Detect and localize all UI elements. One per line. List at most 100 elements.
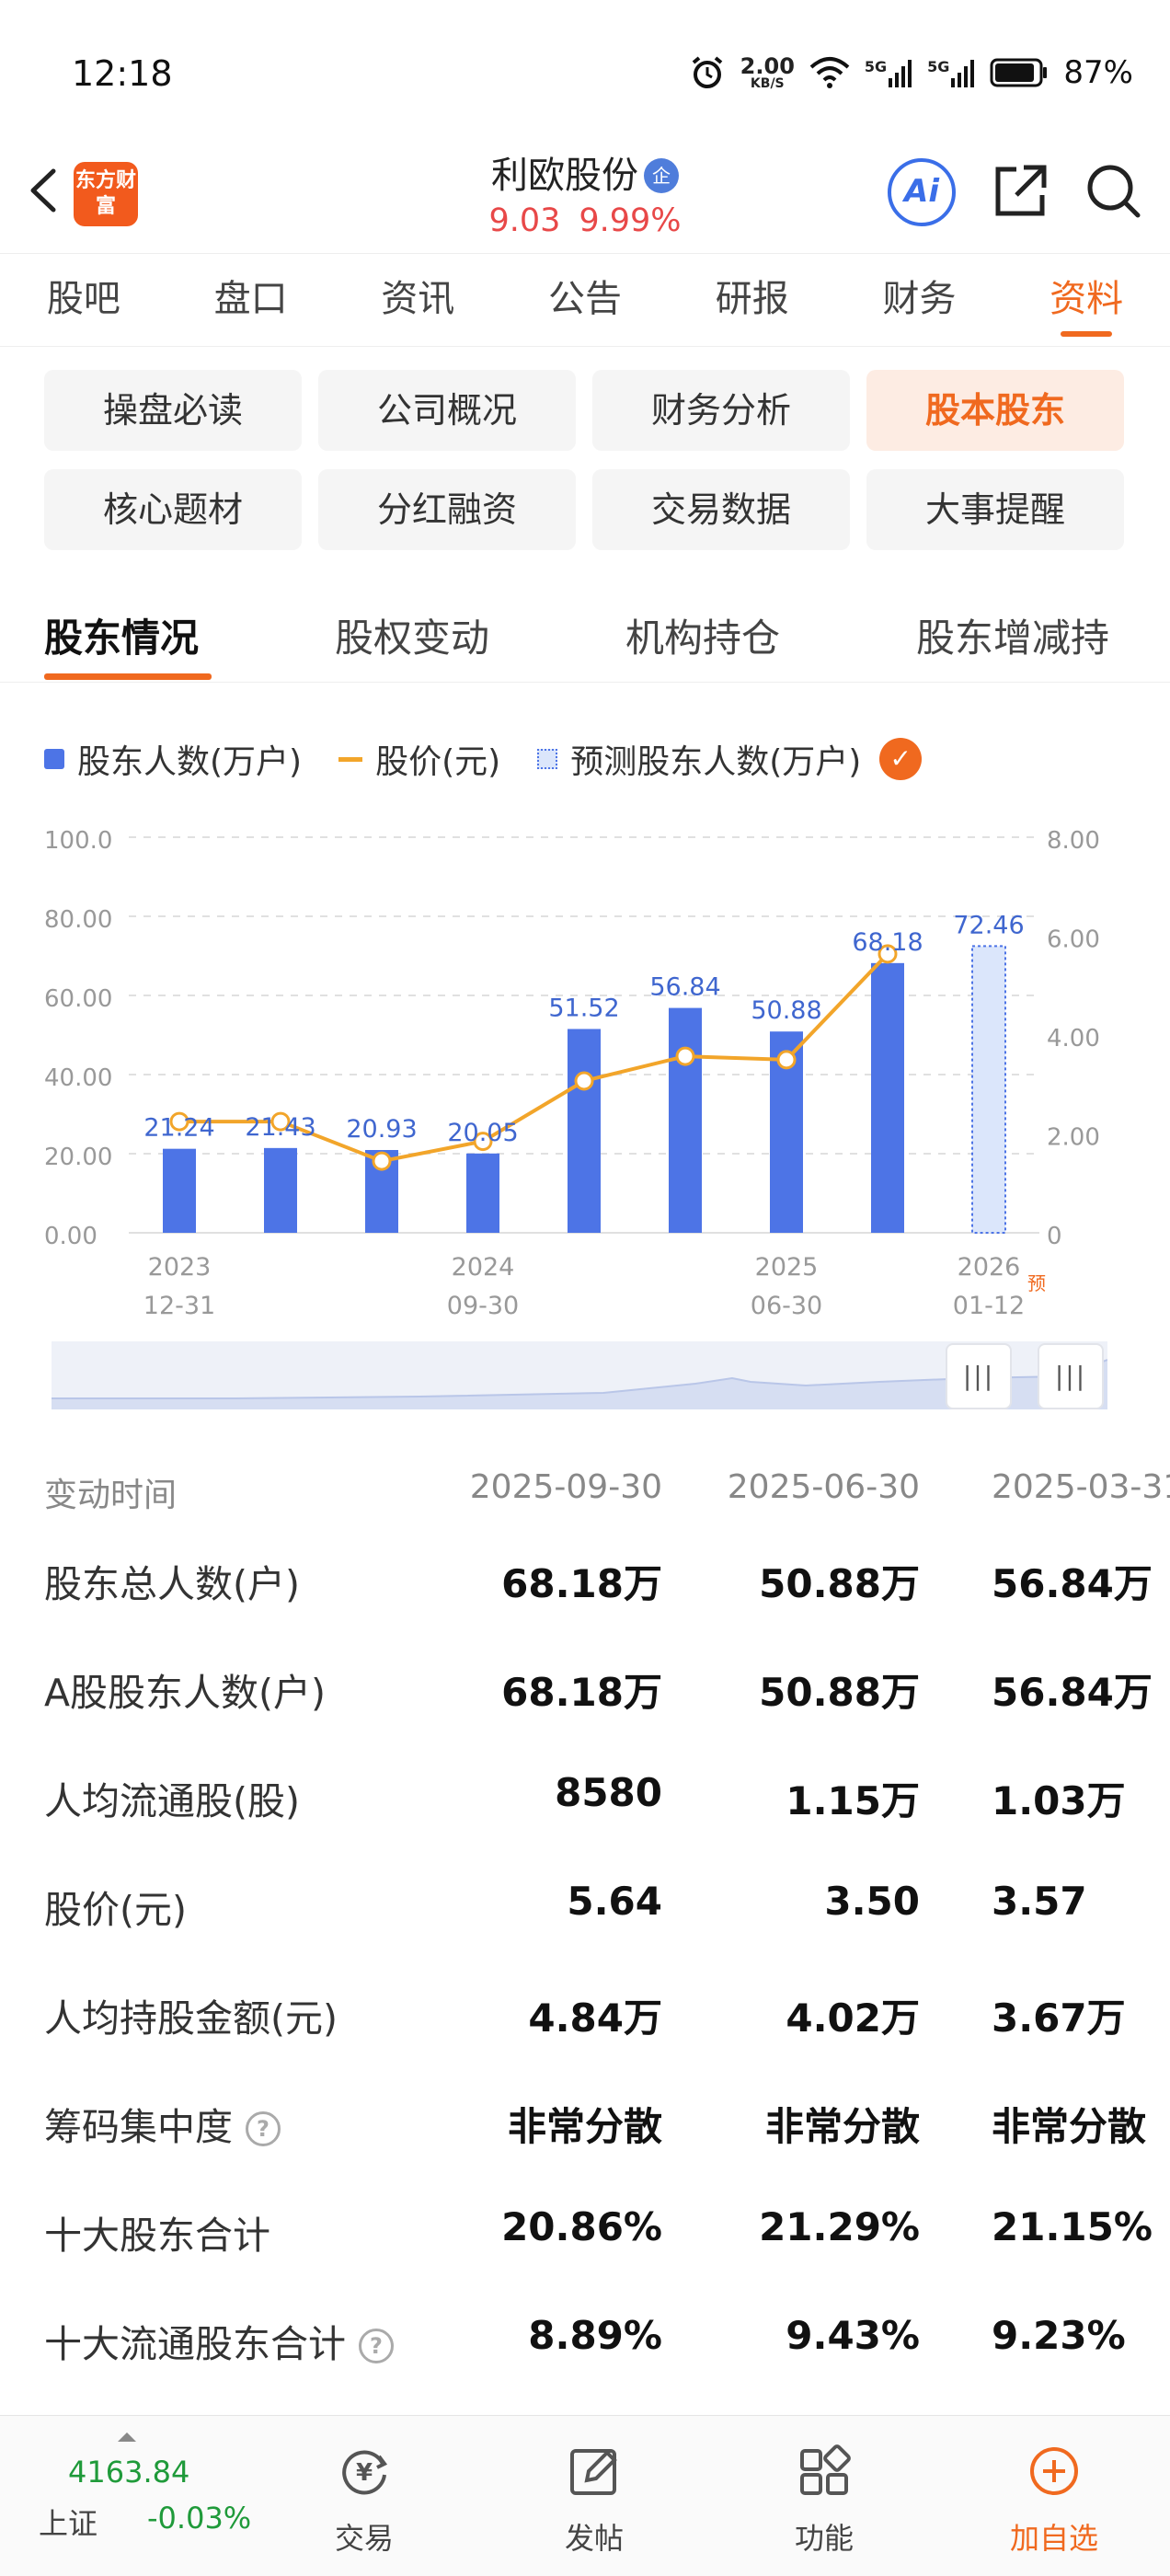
- ai-assistant-button[interactable]: Ai: [888, 158, 956, 226]
- chart-legend: 股东人数(万户) 股价(元) 预测股东人数(万户) ✓: [44, 731, 923, 787]
- y-left-tick-label: 100.0: [44, 827, 112, 855]
- subnav-trading-data[interactable]: 交易数据: [592, 469, 850, 550]
- section-tabs: 股东情况 股权变动 机构持仓 股东增减持: [0, 589, 1170, 683]
- subnav-must-read[interactable]: 操盘必读: [44, 370, 302, 451]
- index-change[interactable]: -0.03%: [147, 2501, 252, 2536]
- post-button[interactable]: 发帖: [511, 2416, 677, 2576]
- signal-bars-icon: [951, 60, 975, 87]
- tab-holder-changes[interactable]: 股东增减持: [916, 615, 1110, 661]
- subnav-share-capital[interactable]: 股本股东: [866, 370, 1124, 451]
- table-cell: 50.88万: [759, 1670, 920, 1715]
- back-arrow-icon[interactable]: [17, 158, 72, 223]
- tab-guba[interactable]: 股吧: [46, 278, 120, 320]
- table-row: 十大股东合计 20.86% 21.29% 21.15%: [0, 2179, 1170, 2287]
- bar-value-label: 20.05: [447, 1119, 518, 1147]
- price-point: [169, 1111, 189, 1132]
- row-label: 十大股东合计: [44, 2214, 270, 2258]
- tab-announcements[interactable]: 公告: [548, 278, 623, 320]
- y-right-tick-label: 2.00: [1047, 1124, 1100, 1152]
- table-cell: 9.43%: [786, 2313, 920, 2358]
- table-cell: 4.84万: [528, 1995, 662, 2041]
- bar-value-label: 72.46: [953, 911, 1024, 939]
- x-tick-date: 12-31: [143, 1292, 215, 1320]
- range-handle-right[interactable]: |||: [1038, 1343, 1104, 1409]
- bar-value-label: 20.93: [346, 1115, 417, 1144]
- table-cell: 非常分散: [507, 2104, 662, 2149]
- battery-icon: [990, 58, 1048, 87]
- legend-swatch-forecast: [537, 749, 558, 769]
- bar-value-label: 51.52: [548, 994, 619, 1022]
- tab-news[interactable]: 资讯: [381, 278, 455, 320]
- status-bar: 12:18 2.00 KB/S 5G 5G: [0, 0, 1170, 138]
- tab-equity-change[interactable]: 股权变动: [335, 615, 490, 661]
- table-cell: 2025-06-30: [727, 1468, 920, 1506]
- table-cell: 68.18万: [501, 1561, 662, 1606]
- tab-finance[interactable]: 财务: [882, 278, 957, 320]
- index-expand-icon[interactable]: [118, 2432, 136, 2442]
- alarm-icon: [692, 56, 722, 88]
- help-icon[interactable]: ?: [359, 2329, 394, 2363]
- subnav-event-reminders[interactable]: 大事提醒: [866, 469, 1124, 550]
- bar-value-label: 21.43: [245, 1113, 315, 1142]
- subnav-financial-analysis[interactable]: 财务分析: [592, 370, 850, 451]
- subnav-company-overview[interactable]: 公司概况: [318, 370, 576, 451]
- table-cell: 4.02万: [786, 1995, 920, 2041]
- help-icon[interactable]: ?: [246, 2111, 281, 2146]
- y-left-tick-label: 80.00: [44, 906, 112, 934]
- tab-pankou[interactable]: 盘口: [213, 278, 288, 320]
- subnav-dividends-financing[interactable]: 分红融资: [318, 469, 576, 550]
- tab-shareholder-info[interactable]: 股东情况: [44, 615, 200, 661]
- y-right-tick-label: 4.00: [1047, 1025, 1100, 1052]
- index-name[interactable]: 上证: [39, 2506, 98, 2541]
- legend-swatch-bar: [44, 749, 64, 769]
- x-tick-year: 2025: [755, 1253, 819, 1282]
- table-row: 人均持股金额(元) 4.84万 4.02万 3.67万: [0, 1961, 1170, 2070]
- tab-research[interactable]: 研报: [715, 278, 789, 320]
- table-header: 变动时间 2025-09-30 2025-06-30 2025-03-31: [0, 1463, 1170, 1527]
- chart-range-slider[interactable]: [52, 1341, 1108, 1409]
- bar: [466, 1153, 499, 1233]
- trade-icon: ¥: [342, 2450, 388, 2495]
- x-tick-date: 09-30: [447, 1292, 519, 1320]
- table-cell: 56.84万: [992, 1561, 1153, 1606]
- legend-holders[interactable]: 股东人数(万户): [44, 735, 302, 783]
- table-cell: 21.29%: [759, 2204, 920, 2249]
- table-row: A股股东人数(户) 68.18万 50.88万 56.84万: [0, 1636, 1170, 1744]
- active-tab-indicator: [44, 673, 212, 680]
- price-line: [179, 952, 889, 1164]
- y-left-tick-label: 20.00: [44, 1144, 112, 1171]
- legend-swatch-line: [338, 756, 363, 762]
- subnav-core-themes[interactable]: 核心题材: [44, 469, 302, 550]
- functions-button[interactable]: 功能: [741, 2416, 907, 2576]
- signal-bars-icon: [889, 60, 912, 87]
- legend-forecast[interactable]: 预测股东人数(万户): [537, 735, 861, 783]
- trade-button[interactable]: ¥ 交易: [281, 2416, 447, 2576]
- tab-institution-holdings[interactable]: 机构持仓: [625, 615, 781, 661]
- row-label: 股价(元): [44, 1888, 187, 1932]
- range-handle-left[interactable]: |||: [946, 1343, 1012, 1409]
- price-point: [473, 1132, 493, 1152]
- legend-price[interactable]: 股价(元): [338, 735, 500, 783]
- bar-value-label: 21.24: [143, 1114, 214, 1143]
- table-cell: 1.03万: [992, 1778, 1126, 1823]
- table-cell: 2025-09-30: [469, 1468, 662, 1506]
- add-watchlist-button[interactable]: 加自选: [971, 2416, 1137, 2576]
- y-right-tick-label: 0: [1047, 1223, 1062, 1250]
- y-right-tick-label: 8.00: [1047, 827, 1100, 855]
- stock-price: 9.03: [488, 202, 561, 239]
- check-icon[interactable]: ✓: [879, 738, 923, 780]
- tab-profile[interactable]: 资料: [1003, 254, 1170, 346]
- apps-icon: [800, 2444, 851, 2495]
- price-point: [574, 1071, 594, 1091]
- table-row: 股东总人数(户) 68.18万 50.88万 56.84万: [0, 1527, 1170, 1636]
- table-cell: 1.15万: [786, 1778, 920, 1823]
- x-tick-date: 06-30: [751, 1292, 822, 1320]
- stock-quote: 9.03 9.99%: [0, 202, 1170, 239]
- search-icon[interactable]: [1081, 158, 1145, 223]
- row-label: 十大流通股东合计?: [44, 2313, 394, 2368]
- share-icon[interactable]: [989, 158, 1053, 223]
- signal-1: 5G: [865, 58, 912, 87]
- app-logo[interactable]: 东方财富: [74, 162, 138, 226]
- index-value[interactable]: 4163.84: [68, 2455, 190, 2490]
- table-cell: 3.67万: [992, 1995, 1126, 2041]
